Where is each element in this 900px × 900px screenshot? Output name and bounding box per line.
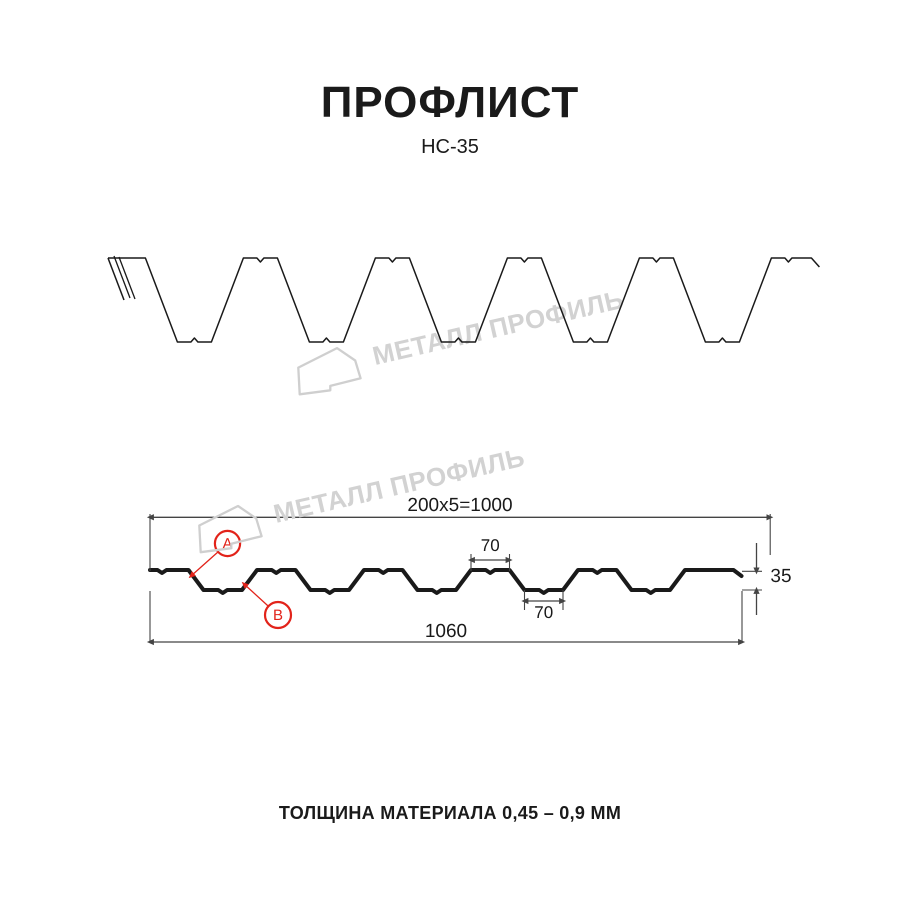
svg-text:B: B (273, 607, 283, 624)
svg-text:200x5=1000: 200x5=1000 (407, 495, 512, 516)
svg-text:70: 70 (481, 536, 500, 555)
svg-text:70: 70 (534, 603, 553, 622)
svg-text:МЕТАЛЛ ПРОФИЛЬ: МЕТАЛЛ ПРОФИЛЬ (370, 284, 627, 371)
svg-text:35: 35 (770, 566, 791, 587)
svg-text:1060: 1060 (425, 621, 467, 642)
